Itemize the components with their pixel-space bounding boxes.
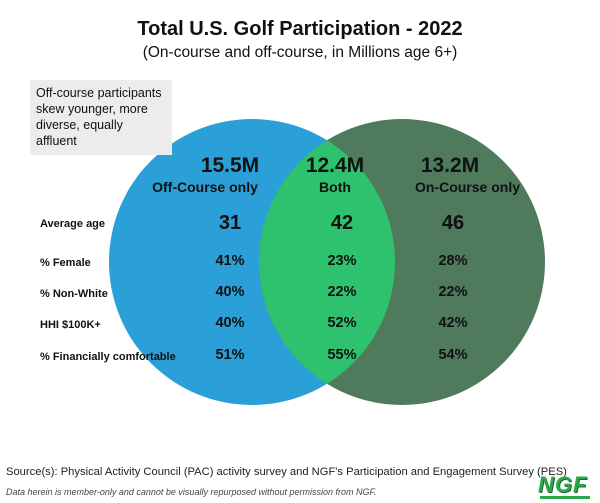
on-course-average-age: 46	[441, 212, 465, 234]
callout-box: Off-course participants skew younger, mo…	[30, 80, 172, 155]
off-course-hhi: 40%	[215, 315, 245, 331]
on-course-hhi: 42%	[438, 315, 468, 331]
chart-subtitle: (On-course and off-course, in Millions a…	[142, 44, 458, 61]
both-non-white: 22%	[327, 284, 357, 300]
row-label-non-white: % Non-White	[40, 288, 108, 300]
off-course-non-white: 40%	[215, 284, 245, 300]
ngf-logo: NGF	[538, 472, 588, 497]
on-course-value: 13.2M	[420, 154, 480, 177]
source-note: Source(s): Physical Activity Council (PA…	[6, 466, 567, 478]
off-course-female: 41%	[215, 253, 245, 269]
both-financially-comfortable: 55%	[327, 347, 357, 363]
callout-line: skew younger, more	[36, 102, 148, 116]
row-label-female: % Female	[40, 257, 91, 269]
disclaimer-note: Data herein is member-only and cannot be…	[6, 487, 377, 497]
row-label-financially-comfortable: % Financially comfortable	[40, 351, 176, 363]
on-course-female: 28%	[438, 253, 468, 269]
row-label-hhi: HHI $100K+	[40, 319, 101, 331]
off-course-label: Off-Course only	[152, 179, 258, 195]
chart-title: Total U.S. Golf Participation - 2022	[137, 18, 463, 40]
on-course-label: On-Course only	[414, 179, 520, 195]
off-course-value: 15.5M	[200, 154, 260, 177]
on-course-financially-comfortable: 54%	[438, 347, 468, 363]
both-label: Both	[319, 179, 351, 195]
off-course-financially-comfortable: 51%	[215, 347, 245, 363]
off-course-average-age: 31	[218, 212, 242, 234]
both-female: 23%	[327, 253, 357, 269]
overlap-region	[259, 119, 395, 405]
callout-line: diverse, equally affluent	[36, 118, 123, 148]
both-hhi: 52%	[327, 315, 357, 331]
both-average-age: 42	[330, 212, 354, 234]
row-label-average-age: Average age	[40, 218, 106, 230]
ngf-logo-underline	[540, 496, 590, 499]
both-value: 12.4M	[305, 154, 365, 177]
on-course-non-white: 22%	[438, 284, 468, 300]
callout-line: Off-course participants	[36, 86, 162, 100]
